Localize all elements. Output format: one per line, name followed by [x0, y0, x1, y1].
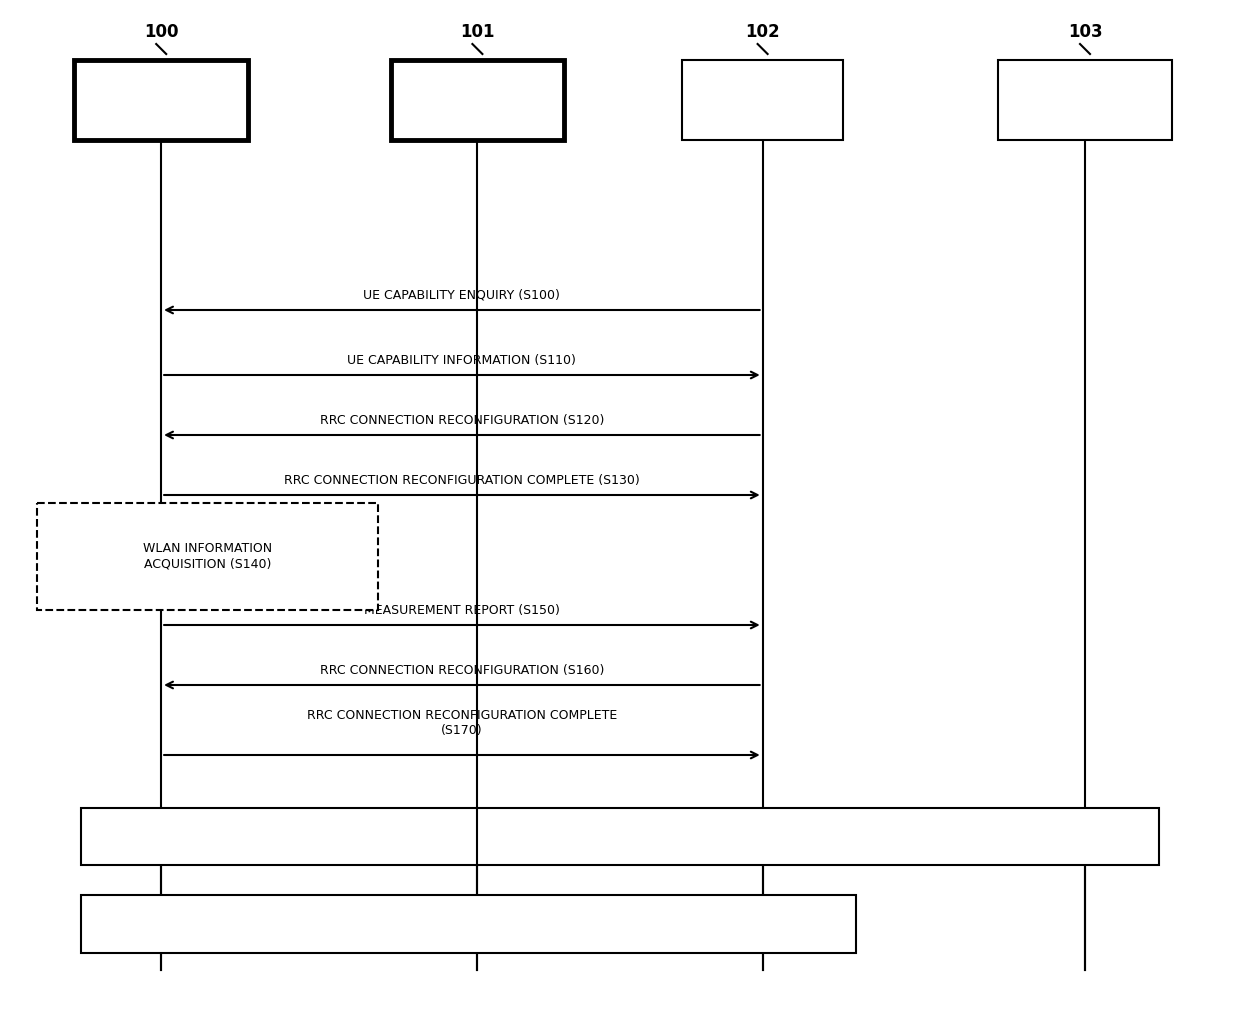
Text: 102: 102 — [745, 23, 780, 41]
Text: 103: 103 — [1068, 23, 1102, 41]
Text: TUNNEL SETUP (S190): TUNNEL SETUP (S190) — [398, 918, 538, 930]
FancyBboxPatch shape — [74, 60, 248, 140]
FancyBboxPatch shape — [81, 808, 1159, 865]
Text: 101: 101 — [460, 23, 495, 41]
Text: WLAN
NODE: WLAN NODE — [448, 81, 507, 119]
Text: 100: 100 — [144, 23, 179, 41]
Text: AUTHENTICATION AND AUTHORIZATION (S185): AUTHENTICATION AND AUTHORIZATION (S185) — [676, 830, 961, 843]
Text: AAA/HSS: AAA/HSS — [1040, 91, 1130, 109]
Text: MEASUREMENT REPORT (S150): MEASUREMENT REPORT (S150) — [365, 604, 559, 617]
FancyBboxPatch shape — [37, 503, 378, 610]
Text: RRC CONNECTION RECONFIGURATION (S120): RRC CONNECTION RECONFIGURATION (S120) — [320, 414, 604, 427]
FancyBboxPatch shape — [682, 60, 843, 140]
Text: ACCESS AUTHENTICATION(S180): ACCESS AUTHENTICATION(S180) — [180, 830, 378, 843]
Text: UE: UE — [148, 91, 175, 109]
FancyBboxPatch shape — [998, 60, 1172, 140]
Text: eNB: eNB — [743, 91, 782, 109]
Text: UE CAPABILITY ENQUIRY (S100): UE CAPABILITY ENQUIRY (S100) — [363, 289, 560, 303]
Text: UE CAPABILITY INFORMATION (S110): UE CAPABILITY INFORMATION (S110) — [347, 354, 577, 367]
FancyBboxPatch shape — [391, 60, 564, 140]
Text: RRC CONNECTION RECONFIGURATION COMPLETE
(S170): RRC CONNECTION RECONFIGURATION COMPLETE … — [306, 709, 618, 737]
Text: RRC CONNECTION RECONFIGURATION COMPLETE (S130): RRC CONNECTION RECONFIGURATION COMPLETE … — [284, 474, 640, 487]
FancyBboxPatch shape — [81, 895, 856, 953]
Text: RRC CONNECTION RECONFIGURATION (S160): RRC CONNECTION RECONFIGURATION (S160) — [320, 664, 604, 677]
Text: WLAN INFORMATION
ACQUISITION (S140): WLAN INFORMATION ACQUISITION (S140) — [143, 543, 273, 571]
